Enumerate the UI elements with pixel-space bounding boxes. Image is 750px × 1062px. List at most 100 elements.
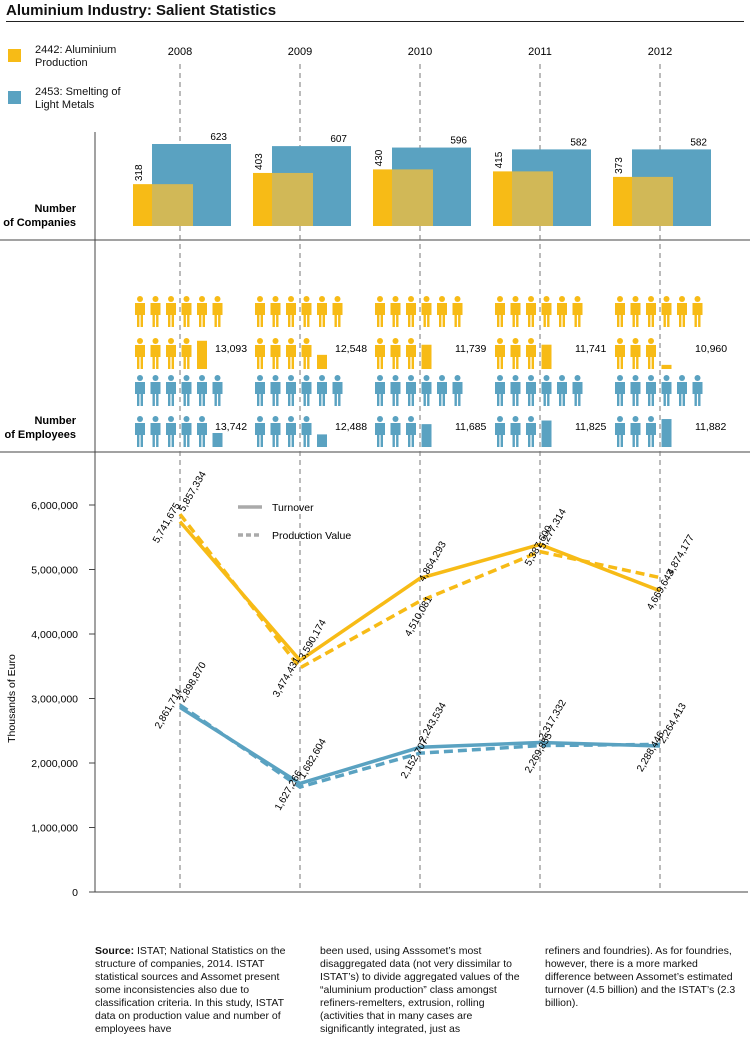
source-note-col2: been used, using Asssomet’s most disaggr… (320, 945, 520, 1035)
year-label-2011: 2011 (528, 46, 552, 58)
employee-icon-smelting-2012-2 (645, 375, 656, 406)
employee-icon-smelting-2011-4 (556, 375, 567, 406)
legend-label-smelting: 2453: Smelting of Light Metals (35, 86, 121, 111)
employee-label-aluminium-2008: 13,093 (215, 343, 247, 355)
year-label-2009: 2009 (288, 46, 312, 58)
company-label-smelting-2012: 582 (690, 137, 707, 148)
employee-icon-smelting-2009-4 (317, 375, 327, 406)
employee-icon-aluminium-2011-3 (541, 296, 552, 327)
employee-icon-smelting-2012-0 (614, 375, 625, 406)
employee-label-smelting-2011: 11,825 (575, 421, 606, 433)
line-label-aluminium-dashed-2008: 5,857,334 (177, 469, 209, 513)
employee-icon-smelting-2009-0 (255, 375, 265, 406)
employee-icon-smelting-2010-2 (406, 375, 416, 406)
employee-icon-aluminium-2011-8 (525, 338, 536, 369)
company-label-aluminium-2010: 430 (374, 149, 385, 166)
legend-label-turnover: Turnover (272, 502, 314, 514)
employee-icon-smelting-2012-5 (692, 375, 703, 406)
employee-icon-smelting-2009-1 (270, 375, 281, 406)
company-bar-overlap-2010 (392, 169, 433, 226)
employee-icon-partial-aluminium-2010 (421, 344, 432, 369)
y-tick-label-1: 1,000,000 (31, 823, 78, 835)
employee-icon-aluminium-2008-3 (181, 296, 192, 327)
employee-icon-smelting-2008-8 (166, 416, 176, 447)
employee-label-aluminium-2009: 12,548 (335, 343, 367, 355)
employee-icon-smelting-2011-0 (495, 375, 505, 406)
employee-icon-smelting-2008-3 (181, 375, 192, 406)
employee-icon-aluminium-2011-6 (495, 338, 505, 369)
employee-icon-aluminium-2009-9 (301, 338, 312, 369)
company-label-smelting-2011: 582 (570, 137, 587, 148)
line-series-smelting-solid (179, 705, 661, 786)
employee-icon-smelting-2011-2 (525, 375, 536, 406)
legend-swatch-aluminium (8, 49, 21, 62)
employee-icon-smelting-2008-0 (135, 375, 145, 406)
employee-icon-aluminium-2009-6 (255, 338, 265, 369)
companies-label-line2: of Companies (3, 217, 76, 229)
employees-label-line1: Number (34, 415, 76, 427)
employee-icon-smelting-2011-7 (510, 416, 521, 447)
employee-icon-aluminium-2009-2 (286, 296, 296, 327)
employee-icon-smelting-2009-8 (286, 416, 296, 447)
employee-icon-aluminium-2009-5 (332, 296, 343, 327)
legend-item-aluminium: 2442: Aluminium Production (8, 44, 145, 70)
employee-icon-aluminium-2008-7 (150, 338, 161, 369)
employee-icon-smelting-2009-3 (301, 375, 312, 406)
employee-label-aluminium-2011: 11,741 (575, 343, 606, 355)
employee-icon-aluminium-2010-7 (390, 338, 401, 369)
y-tick-label-5: 5,000,000 (31, 565, 78, 577)
employee-icon-aluminium-2010-6 (375, 338, 385, 369)
company-bar-overlap-2011 (512, 171, 553, 226)
company-bar-aluminium-2009 (253, 172, 272, 226)
employee-label-aluminium-2010: 11,739 (455, 343, 486, 355)
employee-icon-smelting-2008-9 (181, 416, 192, 447)
chart-title: Aluminium Industry: Salient Statistics (6, 2, 277, 19)
y-tick-label-0: 0 (72, 887, 78, 899)
employee-icon-smelting-2010-6 (375, 416, 385, 447)
employee-icon-aluminium-2009-8 (286, 338, 296, 369)
employee-icon-smelting-2008-4 (197, 375, 207, 406)
employee-icon-aluminium-2011-1 (510, 296, 521, 327)
company-bar-overlap-2012 (632, 176, 673, 226)
employee-icon-smelting-2010-4 (437, 375, 447, 406)
employee-icon-smelting-2010-5 (452, 375, 463, 406)
title-rule (6, 21, 744, 22)
employee-icon-aluminium-2009-3 (301, 296, 312, 327)
companies-label-line1: Number (34, 203, 76, 215)
employee-icon-smelting-2010-8 (406, 416, 416, 447)
y-tick-label-6: 6,000,000 (31, 500, 78, 512)
year-label-2012: 2012 (648, 46, 672, 58)
employee-icon-partial-aluminium-2011 (541, 344, 552, 369)
employee-icon-aluminium-2010-3 (421, 296, 432, 327)
employee-label-smelting-2008: 13,742 (215, 421, 247, 433)
employee-icon-partial-smelting-2008 (212, 432, 223, 447)
employee-icon-partial-smelting-2012 (661, 419, 672, 447)
employee-icon-aluminium-2012-4 (676, 296, 687, 327)
line-series-smelting-dashed (179, 703, 661, 789)
company-label-smelting-2008: 623 (210, 132, 227, 143)
company-bar-aluminium-2012 (613, 176, 632, 226)
employee-icon-aluminium-2010-4 (437, 296, 447, 327)
employee-icon-aluminium-2012-8 (645, 338, 656, 369)
source-note-col1: Source: ISTAT; National Statistics on th… (95, 945, 295, 1036)
line-series-aluminium-dashed (178, 513, 661, 671)
employee-icon-aluminium-2008-0 (135, 296, 145, 327)
line-label-smelting-dashed-2008: 2,898,870 (177, 660, 209, 704)
employee-icon-smelting-2011-3 (541, 375, 552, 406)
employee-icon-aluminium-2011-2 (525, 296, 536, 327)
employee-icon-aluminium-2010-5 (452, 296, 463, 327)
employee-icon-aluminium-2010-8 (406, 338, 416, 369)
employee-icon-smelting-2011-1 (510, 375, 521, 406)
y-tick-label-2: 2,000,000 (31, 758, 78, 770)
line-label-aluminium-solid-2010: 4,864,293 (417, 539, 449, 583)
employee-icon-smelting-2012-3 (661, 375, 672, 406)
employee-icon-smelting-2012-6 (614, 416, 625, 447)
y-tick-label-4: 4,000,000 (31, 629, 78, 641)
employee-icon-smelting-2009-9 (301, 416, 312, 447)
employee-icon-aluminium-2010-1 (390, 296, 401, 327)
legend-label-production-value: Production Value (272, 530, 351, 542)
employee-icon-smelting-2012-8 (645, 416, 656, 447)
company-label-aluminium-2011: 415 (494, 151, 505, 168)
employee-icon-smelting-2008-10 (197, 416, 207, 447)
company-bar-aluminium-2008 (133, 184, 152, 226)
